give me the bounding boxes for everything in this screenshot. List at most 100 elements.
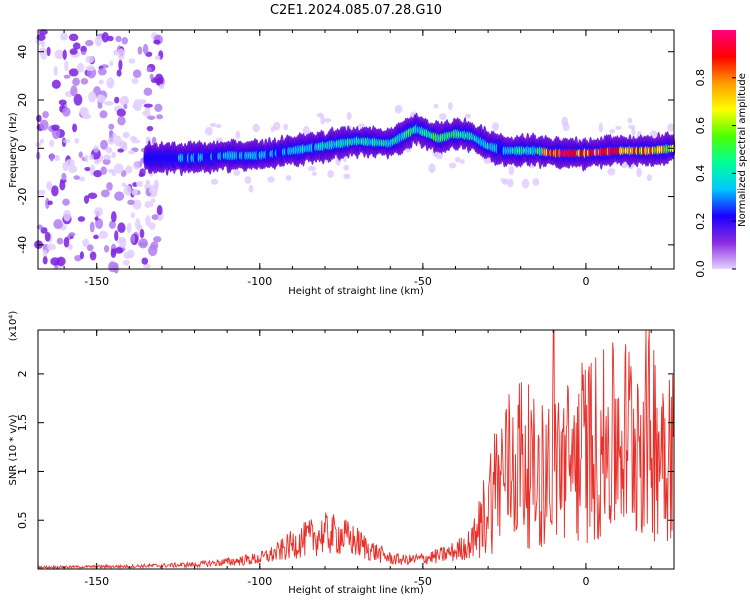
colorbar: 0.0 0.2 0.4 0.6 0.8 Normalized spectral ampl… [694,30,748,278]
spectrogram-noise-blob [85,55,95,64]
spectrogram-noise-blob [68,68,79,77]
spectrogram-noise-blob [46,46,51,57]
spectrogram-noise-blob [141,257,149,265]
spectrogram-noise-blob [85,39,94,47]
x-tick-label: -150 [84,575,109,588]
spectrogram-noise-blob [51,79,61,89]
spectrogram-noise-blob [63,74,71,79]
spectrogram-noise-blob [114,230,119,242]
spectrogram-noise-blob [80,51,87,56]
spectrogram-marks [34,29,676,274]
spectrogram-noise-blob [146,125,154,132]
spectrogram-noise-blob [68,232,76,237]
spectrogram-faint-blob [507,178,514,188]
spectrogram-faint-blob [667,123,675,132]
spectrogram-faint-blob [252,123,260,133]
spectrogram-noise-blob [117,48,125,61]
spectrogram-noise-blob [131,77,139,85]
spectrogram-noise-blob [116,108,126,117]
spectrogram-noise-blob [64,60,69,72]
spectrogram-noise-blob [143,103,153,108]
spectrogram-noise-blob [93,170,103,178]
spectrogram-noise-blob [85,65,96,72]
spectrogram-noise-blob [148,222,156,230]
spectrogram-faint-blob [307,166,316,172]
spectrogram-noise-blob [117,222,126,234]
spectrogram-noise-blob [51,185,59,197]
spectrogram-faint-blob [483,156,492,165]
spectrogram-noise-blob [88,91,97,103]
spectrogram-faint-blob [502,180,508,185]
spectrogram-faint-blob [215,123,222,129]
spectrogram-noise-blob [62,107,71,117]
spectrogram-noise-blob [76,62,85,73]
spectrogram-noise-blob [110,248,117,259]
spectrogram-faint-blob [84,154,89,163]
spectrogram-noise-blob [86,244,94,252]
spectrogram-noise-blob [145,215,151,227]
spectrogram-noise-blob [101,31,109,43]
x-tick-label: -150 [84,275,109,288]
spectrogram-faint-blob [153,179,159,190]
spectrogram-frame [37,29,675,270]
spectrogram-faint-blob [121,182,127,187]
spectrogram-noise-blob [113,262,119,274]
y-tick-label: 1.5 [16,414,29,432]
spectrogram-ticks: -150 -100 -50 0 -40 -20 0 20 40 [16,30,674,288]
spectrogram-noise-blob [132,69,142,79]
spectrogram-noise-blob [155,55,161,61]
spectrogram-noise-blob [159,83,165,90]
spectrogram-noise-blob [68,33,79,42]
spectrogram-noise-blob [121,37,128,45]
spectrogram-noise-blob [42,256,48,265]
y-tick-label: -40 [16,236,29,254]
spectrogram-noise-blob [137,46,143,55]
spectrogram-noise-blob [142,263,152,269]
spectrogram-noise-blob [104,101,114,106]
snr-panel: -150 -100 -50 0 0.5 1 1.5 2 Height of straight … [8,311,675,596]
spectrogram-noise-blob [156,204,163,216]
spectrogram-noise-blob [89,251,97,261]
spectrogram-noise-blob [36,189,46,196]
spectrogram-faint-blob [103,154,112,161]
spectrogram-noise-blob [107,35,114,42]
spectrogram-noise-blob [62,198,70,206]
colorbar-ticks: 0.0 0.2 0.4 0.6 0.8 [694,69,736,278]
spectrogram-faint-blob [205,126,213,136]
spectrogram-noise-blob [72,123,78,133]
spectrogram-faint-blob [105,147,113,154]
spectrogram-faint-blob [62,138,71,144]
snr-x-axis-title: Height of straight line (km) [288,585,424,596]
spectrogram-noise-blob [73,93,83,106]
y-tick-label: 2 [16,370,29,377]
spectrogram-noise-blob [49,139,55,148]
snr-frame [37,329,675,570]
spectrogram-noise-blob [53,218,63,230]
y-tick-label: -20 [16,188,29,206]
spectrogram-noise-blob [80,77,89,85]
snr-series-line [37,329,675,570]
y-tick-label: 1 [16,468,29,475]
spectrogram-faint-blob [107,168,115,174]
spectrogram-noise-blob [39,47,46,53]
spectrogram-noise-blob [58,99,67,106]
spectrogram-x-axis-title: Height of straight line (km) [288,286,424,297]
spectrogram-noise-blob [153,236,162,243]
spectrogram-faint-blob [459,159,465,164]
spectrogram-noise-blob [153,39,161,45]
spectrogram-noise-blob [127,199,135,206]
spectrogram-noise-blob [50,257,60,266]
spectrogram-faint-blob [125,165,133,174]
spectrogram-noise-blob [79,251,85,260]
spectrogram-noise-blob [136,181,144,188]
spectrogram-noise-blob [61,172,67,181]
spectrogram-noise-blob [144,200,151,209]
spectrogram-noise-blob [62,49,67,60]
spectrogram-faint-blob [285,174,292,181]
colorbar-tick-label: 0.6 [694,117,707,135]
spectrogram-noise-blob [44,231,51,242]
spectrogram-faint-blob [273,121,281,131]
spectrogram-noise-blob [70,85,78,97]
spectrogram-faint-blob [122,141,128,152]
